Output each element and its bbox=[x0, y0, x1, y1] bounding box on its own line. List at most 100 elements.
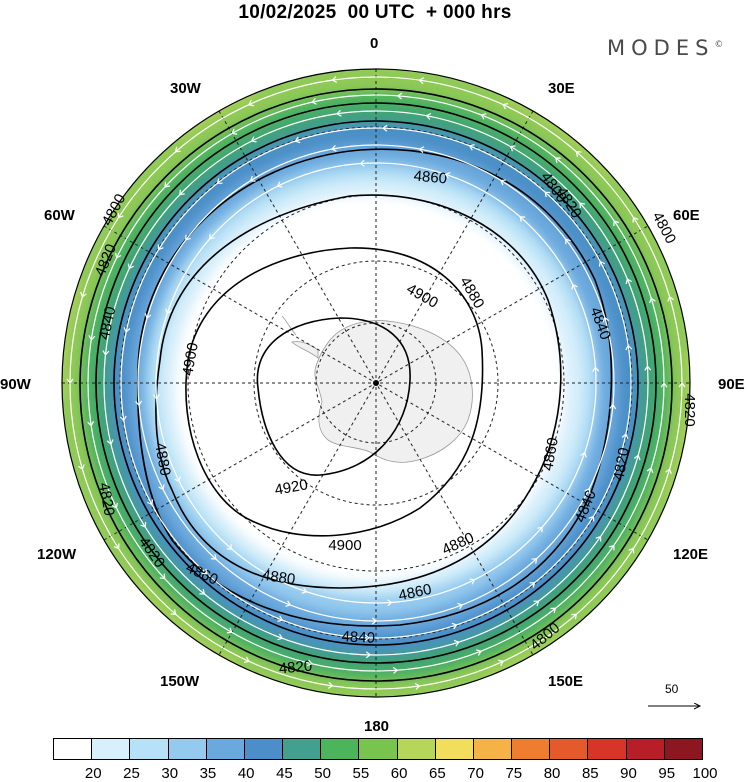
contour-label: 4820 bbox=[681, 393, 698, 426]
streamline-arrow bbox=[331, 145, 337, 152]
colorbar-tick-label: 70 bbox=[467, 765, 484, 782]
vector-reference-label: 50 bbox=[665, 682, 679, 696]
streamline-arrow bbox=[123, 327, 131, 333]
colorbar-swatch bbox=[321, 739, 360, 759]
longitude-label-60e: 60E bbox=[673, 207, 700, 224]
colorbar-tick-label: 35 bbox=[199, 765, 217, 782]
colorbar-swatch bbox=[550, 739, 589, 759]
streamline-arrow bbox=[249, 175, 256, 182]
streamline-arrow bbox=[113, 543, 120, 550]
contour-label: 4820 bbox=[278, 658, 313, 678]
streamline-arrow bbox=[88, 335, 96, 341]
colorbar-tick-label: 95 bbox=[658, 765, 676, 782]
longitude-label-180: 180 bbox=[364, 718, 390, 735]
streamline-arrow bbox=[247, 100, 254, 107]
colorbar-swatch bbox=[664, 739, 702, 759]
streamline-arrow bbox=[336, 109, 342, 117]
streamline-arrow bbox=[646, 467, 654, 474]
streamline-arrow bbox=[554, 157, 561, 163]
streamline-arrow bbox=[164, 181, 171, 188]
colorbar-tick-label: 55 bbox=[352, 765, 370, 782]
longitude-label-30w: 30W bbox=[170, 80, 201, 97]
streamline-arrow bbox=[199, 589, 206, 595]
streamline-arrow bbox=[216, 178, 223, 184]
streamline-arrow bbox=[667, 295, 674, 302]
streamline-arrow bbox=[231, 128, 238, 135]
streamline-arrow bbox=[209, 233, 215, 240]
contour-label: 4820 bbox=[95, 481, 118, 517]
streamline-arrow bbox=[115, 252, 122, 259]
colorbar bbox=[53, 738, 703, 760]
longitude-label-30e: 30E bbox=[548, 80, 575, 97]
streamline-arrow bbox=[152, 394, 160, 400]
streamline-arrow bbox=[365, 651, 372, 659]
streamline-arrow bbox=[170, 609, 177, 615]
streamline-arrow bbox=[418, 146, 425, 154]
longitude-label-120e: 120E bbox=[673, 546, 709, 563]
streamline-arrow bbox=[571, 283, 578, 290]
streamline-arrow bbox=[468, 144, 475, 151]
streamline-arrow bbox=[157, 244, 164, 251]
streamline-arrow bbox=[608, 544, 615, 551]
streamline-arrow bbox=[665, 468, 672, 475]
contour-label: 4880 bbox=[261, 567, 296, 588]
streamline-arrow bbox=[174, 476, 181, 483]
contour-label: 4860 bbox=[539, 436, 562, 472]
contour-label: 4860 bbox=[397, 581, 433, 605]
streamline-arrow bbox=[457, 602, 464, 610]
streamline-arrow bbox=[201, 568, 208, 575]
streamline-arrow bbox=[451, 622, 458, 630]
streamline-arrow bbox=[649, 297, 656, 304]
longitude-label-0: 0 bbox=[370, 35, 379, 52]
streamline-arrow bbox=[519, 216, 526, 222]
contour-label: 4920 bbox=[273, 476, 309, 499]
colorbar-swatch bbox=[588, 739, 627, 759]
colorbar-tick-label: 85 bbox=[581, 765, 599, 782]
streamline-arrow bbox=[80, 291, 87, 298]
colorbar-tick-label: 75 bbox=[505, 765, 523, 782]
streamline-arrow bbox=[301, 587, 308, 594]
map-boundary bbox=[61, 68, 691, 698]
streamline-arrow bbox=[575, 151, 582, 157]
streamline-arrow bbox=[158, 484, 165, 491]
streamline-arrow bbox=[185, 234, 191, 241]
streamline-arrow bbox=[579, 202, 586, 209]
streamline-arrow bbox=[226, 544, 233, 550]
streamline-arrow bbox=[565, 238, 571, 245]
streamline-arrow bbox=[609, 403, 617, 410]
colorbar-swatch bbox=[397, 739, 436, 759]
contour-label: 4840 bbox=[96, 305, 120, 341]
streamline-arrow bbox=[633, 454, 641, 461]
streamline-arrow bbox=[584, 487, 591, 494]
streamline-arrow bbox=[78, 464, 85, 471]
colorbar-swatch bbox=[359, 739, 398, 759]
colorbar-swatch bbox=[626, 739, 665, 759]
colorbar-swatch bbox=[435, 739, 474, 759]
streamline-arrow bbox=[140, 521, 147, 528]
colorbar-tick-label: 90 bbox=[620, 765, 637, 782]
longitude-label-150w: 150W bbox=[160, 673, 200, 690]
streamline-arrow bbox=[364, 634, 370, 642]
streamline-arrow bbox=[117, 212, 124, 219]
streamline-arrow bbox=[396, 92, 403, 100]
streamline-arrow bbox=[592, 366, 600, 372]
streamline-arrow bbox=[371, 617, 378, 625]
streamline-arrow bbox=[174, 146, 181, 153]
streamline-arrow bbox=[327, 681, 334, 689]
streamline-arrow bbox=[418, 77, 425, 85]
streamline-arrow bbox=[250, 136, 257, 143]
streamline-arrow bbox=[127, 263, 134, 270]
streamline-arrow bbox=[509, 145, 516, 152]
streamline-arrow bbox=[359, 159, 365, 167]
streamline-arrow bbox=[210, 554, 217, 560]
streamline-arrow bbox=[144, 313, 152, 320]
streamline-arrow bbox=[425, 112, 432, 120]
colorbar-tick-label: 45 bbox=[276, 765, 293, 782]
streamline-arrow bbox=[179, 189, 185, 196]
colorbar-tick-label: 20 bbox=[84, 765, 102, 782]
brand-mark: © bbox=[714, 40, 724, 50]
streamline-arrow bbox=[87, 421, 95, 427]
streamline-arrow bbox=[660, 382, 668, 388]
streamline-arrow bbox=[480, 113, 487, 120]
map-title: 10/02/2025 00 UTC + 000 hrs bbox=[238, 2, 512, 23]
